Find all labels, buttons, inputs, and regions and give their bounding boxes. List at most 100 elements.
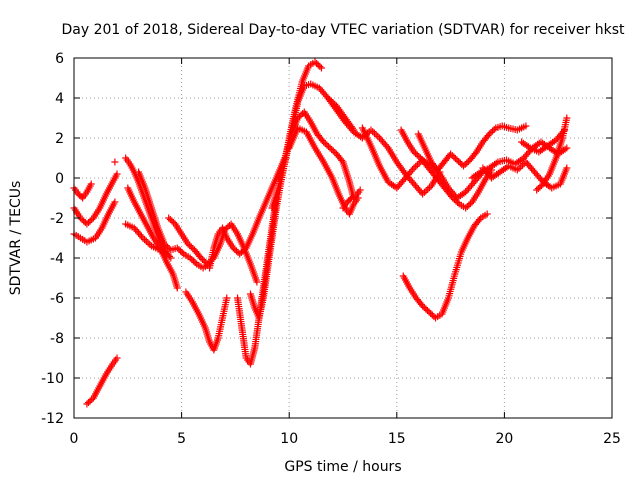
data-point: [471, 150, 479, 158]
data-point: [485, 130, 493, 138]
data-point: [463, 159, 471, 167]
series-2: [70, 170, 121, 228]
data-point: [168, 217, 176, 225]
data-point: [139, 234, 147, 242]
series-20: [397, 126, 495, 212]
series-27: [518, 126, 569, 156]
data-point: [188, 256, 196, 263]
data-point: [78, 216, 86, 223]
data-point: [83, 400, 91, 408]
data-point: [197, 254, 205, 262]
data-point: [294, 114, 302, 122]
data-point: [328, 146, 336, 153]
data-point: [317, 64, 325, 72]
data-point: [461, 161, 469, 168]
data-point: [165, 214, 173, 222]
data-point: [367, 126, 375, 134]
data-point: [175, 246, 183, 253]
data-point: [142, 237, 150, 245]
y-tick-label: -12: [41, 411, 64, 427]
data-point: [462, 204, 470, 212]
data-point: [465, 201, 473, 209]
series-4: [83, 354, 121, 408]
data-point: [329, 147, 337, 155]
data-point: [518, 161, 526, 169]
data-point: [297, 111, 305, 119]
data-point: [146, 240, 154, 248]
data-point: [111, 198, 119, 206]
data-point: [460, 162, 468, 170]
data-point: [295, 113, 303, 120]
data-point: [413, 151, 421, 159]
series-7: [124, 184, 181, 292]
x-tick-label: 20: [495, 431, 513, 447]
data-point: [427, 310, 435, 317]
y-tick-label: 4: [55, 91, 64, 107]
data-point: [191, 259, 199, 266]
data-point: [323, 141, 331, 149]
series-18: [324, 94, 444, 198]
series-11: [182, 288, 231, 354]
data-point: [370, 129, 378, 137]
data-point: [534, 185, 542, 192]
data-point: [515, 164, 523, 172]
data-point: [525, 143, 533, 151]
data-point: [412, 162, 420, 170]
data-point: [186, 242, 194, 249]
data-point: [166, 216, 174, 223]
series-22: [399, 210, 491, 322]
data-point: [83, 220, 91, 228]
data-point: [533, 186, 541, 194]
data-point: [513, 166, 521, 174]
data-point: [224, 223, 232, 231]
data-point: [372, 131, 380, 139]
data-point: [239, 247, 247, 255]
data-point: [184, 240, 192, 248]
data-point: [426, 184, 434, 192]
data-point: [173, 284, 181, 292]
data-point: [455, 158, 463, 165]
y-tick-label: 6: [55, 51, 64, 67]
y-tick-label: -6: [50, 291, 64, 307]
data-point: [374, 132, 382, 140]
data-point: [85, 399, 93, 406]
data-point: [113, 354, 121, 362]
data-point: [410, 148, 418, 156]
series-23: [339, 186, 364, 212]
y-axis-title: SDTVAR / TECUs: [8, 181, 24, 296]
data-point: [165, 245, 173, 252]
data-point: [450, 196, 458, 203]
data-point: [187, 243, 195, 251]
series-5: [111, 158, 119, 166]
data-point: [489, 127, 497, 135]
data-point: [424, 185, 432, 193]
data-point: [162, 242, 170, 249]
data-point: [456, 159, 464, 167]
data-point: [413, 161, 421, 169]
data-point: [452, 197, 460, 205]
data-point: [419, 190, 427, 198]
data-point: [420, 188, 428, 196]
data-point: [419, 302, 427, 310]
y-tick-label: -10: [41, 371, 64, 387]
data-point: [232, 247, 240, 255]
data-point: [199, 256, 207, 263]
y-tick-label: -2: [50, 211, 64, 227]
data-point: [137, 232, 145, 240]
series-3: [70, 198, 119, 246]
data-point: [420, 304, 428, 311]
data-point: [463, 203, 471, 210]
data-point: [324, 143, 332, 150]
data-point: [428, 311, 436, 319]
data-point: [561, 126, 569, 134]
series-16: [274, 108, 358, 202]
data-point: [321, 140, 329, 147]
data-point: [314, 61, 322, 69]
data-point: [369, 128, 377, 136]
data-point: [517, 163, 525, 171]
data-point: [412, 150, 420, 157]
data-point: [111, 158, 119, 166]
data-point: [563, 114, 571, 122]
data-point: [311, 58, 319, 66]
